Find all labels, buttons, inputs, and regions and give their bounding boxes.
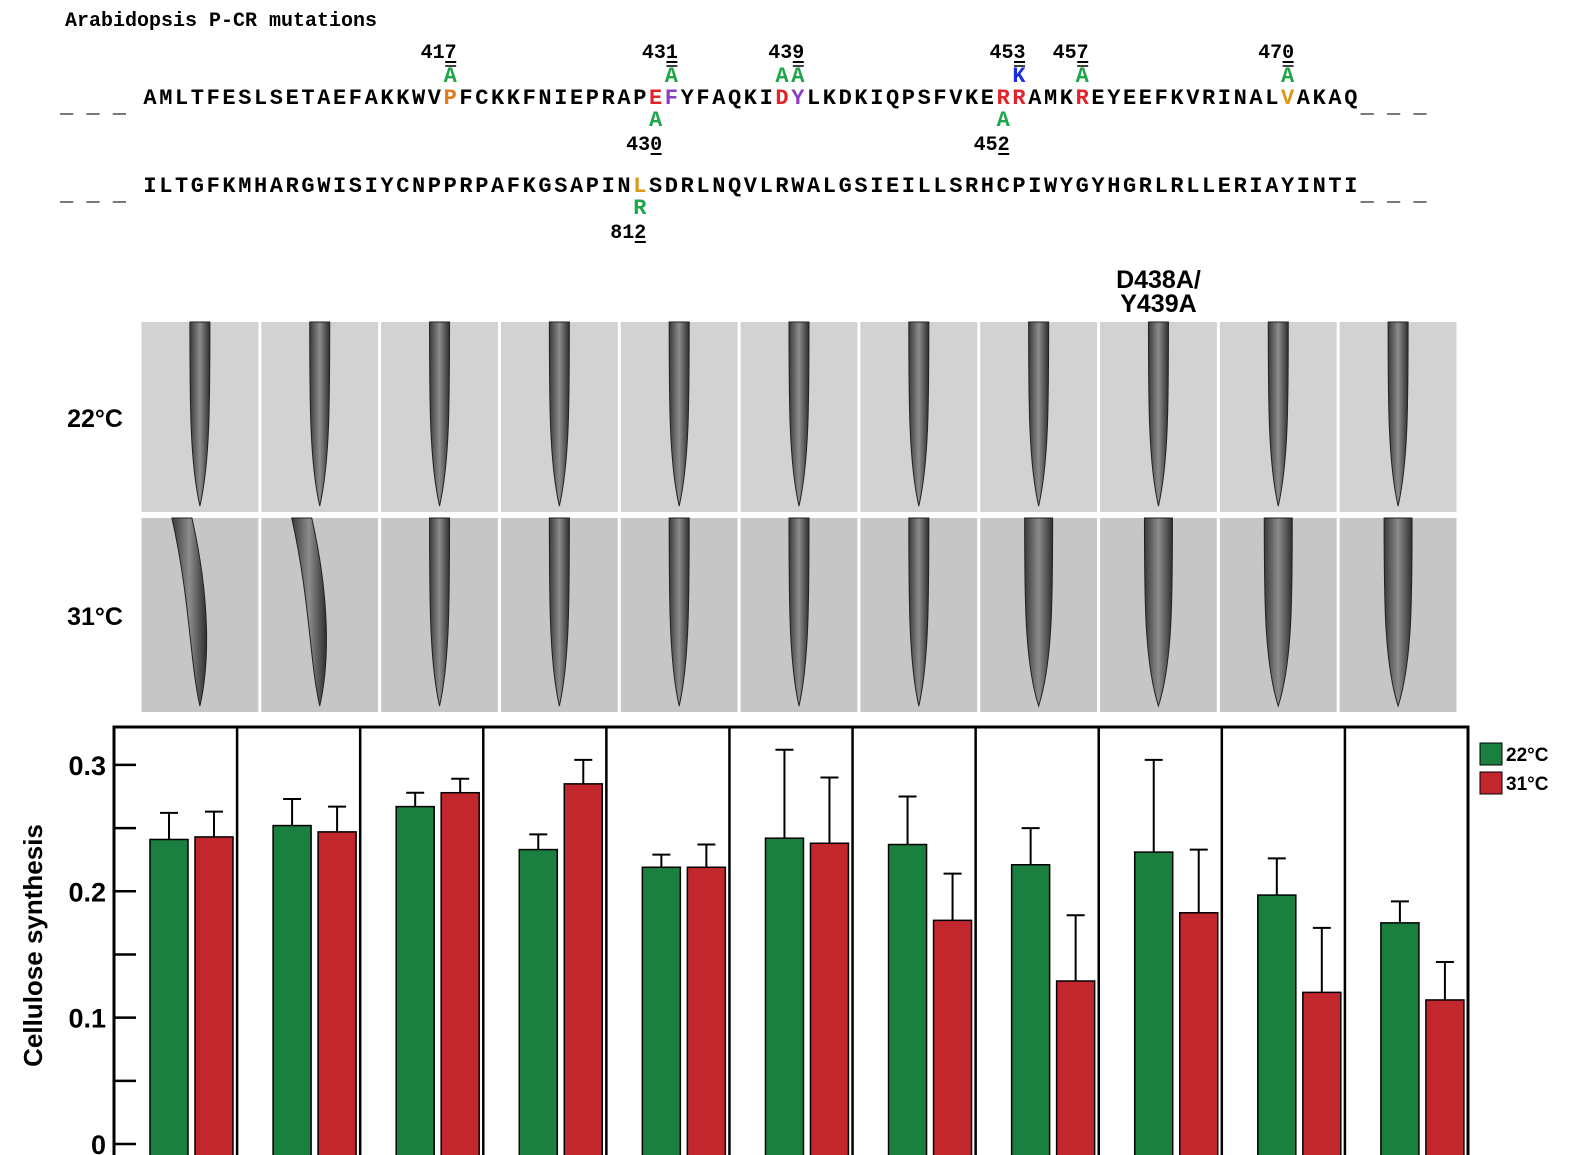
y-tick-label: 0.3 [68, 751, 106, 781]
y-tick-label: 0.2 [68, 877, 106, 907]
bar [889, 845, 927, 1155]
sequence-gap: _ _ _ [1360, 182, 1428, 207]
row-label: 22°C [67, 405, 123, 433]
bar [318, 832, 356, 1155]
bar [273, 826, 311, 1155]
row-label: 31°C [67, 603, 123, 631]
substitution: A [1076, 64, 1090, 89]
bar [195, 837, 233, 1155]
photo-grid [142, 322, 1457, 712]
substitution: K [1012, 64, 1026, 89]
legend-swatch [1480, 743, 1502, 765]
figure: Arabidopsis P-CR mutations _ _ __ _ _AML… [0, 0, 1586, 1155]
sequence-gap: _ _ _ [59, 182, 127, 207]
bar [1057, 981, 1095, 1155]
sequence-gap: _ _ _ [1360, 94, 1428, 119]
y-tick-label: 0 [91, 1130, 106, 1155]
bar [564, 784, 602, 1155]
sequence-title: Arabidopsis P-CR mutations [65, 10, 377, 33]
bar [642, 867, 680, 1155]
y-axis-label: Cellulose synthesis [18, 824, 48, 1067]
y-tick-label: 0.1 [68, 1004, 106, 1034]
bar [687, 867, 725, 1155]
bar [765, 838, 803, 1155]
substitution: A [1281, 64, 1295, 89]
bar [150, 839, 188, 1155]
bar [519, 850, 557, 1155]
substitution: R [633, 196, 647, 221]
bar [441, 793, 479, 1155]
bar [1135, 852, 1173, 1155]
substitution: A [444, 64, 458, 89]
sequence-gap: _ _ _ [59, 94, 127, 119]
substitution: A [649, 108, 663, 133]
legend-swatch [1480, 772, 1502, 794]
legend-label: 22°C [1506, 745, 1549, 766]
legend-label: 31°C [1506, 774, 1549, 795]
bar [1258, 895, 1296, 1155]
bar [1381, 923, 1419, 1155]
substitution: AA [775, 64, 805, 89]
substitution: A [997, 108, 1011, 133]
column-label: D438A/Y439A [1116, 266, 1201, 318]
bar [1303, 992, 1341, 1155]
bar [934, 920, 972, 1155]
bar [810, 843, 848, 1155]
bar [396, 807, 434, 1155]
substitution: A [665, 64, 679, 89]
bar [1012, 865, 1050, 1155]
bar [1426, 1000, 1464, 1155]
bar [1180, 913, 1218, 1155]
